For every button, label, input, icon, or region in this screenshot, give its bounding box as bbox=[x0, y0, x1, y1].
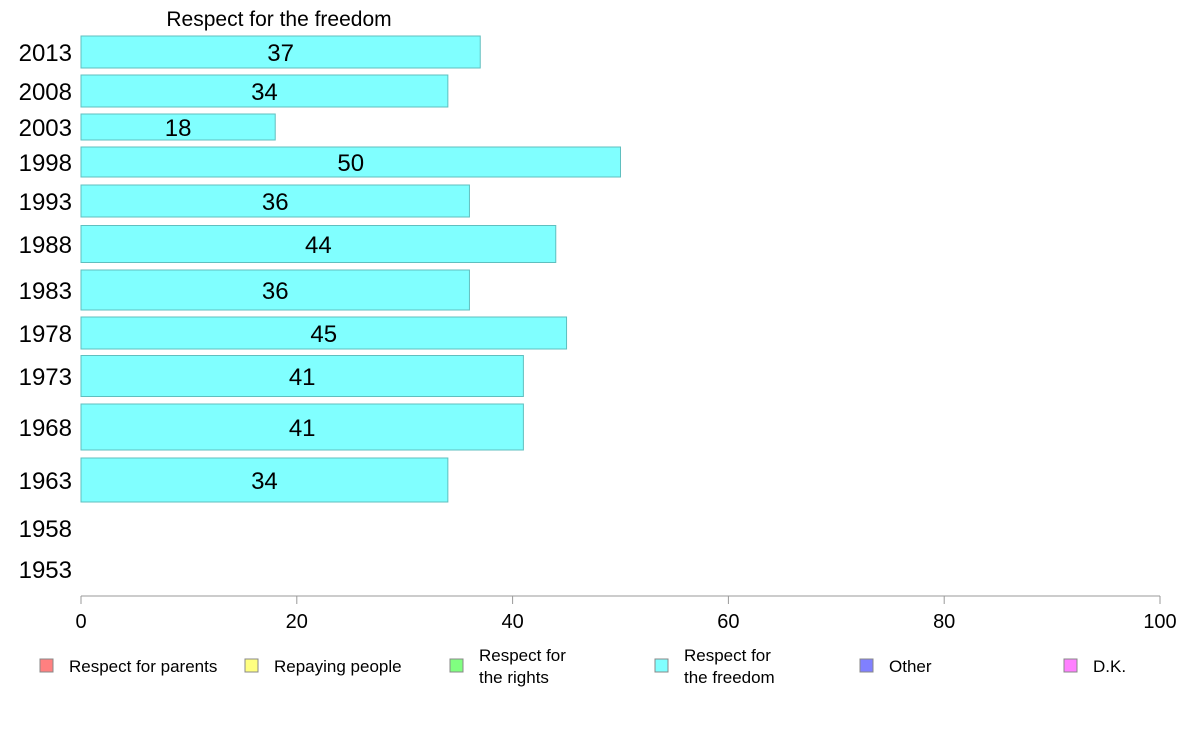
chart-title: Respect for the freedom bbox=[166, 8, 391, 31]
x-tick-label: 60 bbox=[717, 611, 739, 633]
data-label: 41 bbox=[289, 364, 316, 391]
bar bbox=[80, 403, 524, 451]
data-label: 34 bbox=[251, 79, 278, 106]
bar bbox=[80, 225, 557, 263]
data-label: 36 bbox=[262, 278, 289, 305]
y-tick-label: 1983 bbox=[19, 278, 72, 305]
x-tick-label: 20 bbox=[286, 611, 308, 633]
legend: Respect for parents Repaying people Respec… bbox=[39, 646, 1126, 687]
bars-group bbox=[80, 35, 621, 503]
legend-label: Repaying people bbox=[274, 657, 402, 676]
x-tick-label: 100 bbox=[1143, 611, 1176, 633]
bar bbox=[80, 184, 470, 218]
legend-swatch bbox=[859, 658, 874, 673]
legend-swatch bbox=[449, 658, 464, 673]
data-label: 50 bbox=[337, 150, 364, 177]
x-tick-label: 40 bbox=[501, 611, 523, 633]
y-tick-label: 1998 bbox=[19, 150, 72, 177]
y-tick-label: 2013 bbox=[19, 40, 72, 67]
legend-label: D.K. bbox=[1093, 657, 1126, 676]
legend-swatch bbox=[654, 658, 669, 673]
legend-label: Respect for parents bbox=[69, 657, 217, 676]
legend-label: Respect for the freedom bbox=[684, 646, 775, 687]
data-label: 41 bbox=[289, 415, 316, 442]
bar bbox=[80, 74, 449, 108]
data-label: 44 bbox=[305, 232, 332, 259]
y-tick-label: 1973 bbox=[19, 364, 72, 391]
bar bbox=[80, 355, 524, 397]
data-label: 18 bbox=[165, 115, 192, 142]
legend-label: Respect for the rights bbox=[479, 646, 566, 687]
data-label: 36 bbox=[262, 189, 289, 216]
data-labels: 37 34 18 50 36 44 36 45 41 41 34 bbox=[165, 40, 364, 495]
bar bbox=[80, 146, 621, 178]
y-tick-label: 1963 bbox=[19, 468, 72, 495]
bar bbox=[80, 35, 481, 69]
data-label: 37 bbox=[267, 40, 294, 67]
legend-swatch bbox=[1063, 658, 1078, 673]
bar bbox=[80, 269, 470, 311]
legend-swatch bbox=[244, 658, 259, 673]
legend-label: Other bbox=[889, 657, 932, 676]
x-tick-label: 80 bbox=[933, 611, 955, 633]
y-tick-label: 2008 bbox=[19, 79, 72, 106]
y-axis-labels: 2013 2008 2003 1998 1993 1988 1983 1978 1973 1968… bbox=[19, 40, 72, 584]
y-tick-label: 1993 bbox=[19, 189, 72, 216]
data-label: 45 bbox=[310, 321, 337, 348]
bar bbox=[80, 457, 449, 503]
y-tick-label: 2003 bbox=[19, 115, 72, 142]
data-label: 34 bbox=[251, 468, 278, 495]
x-axis: 0 20 40 60 80 100 bbox=[75, 595, 1177, 633]
y-tick-label: 1968 bbox=[19, 415, 72, 442]
y-tick-label: 1988 bbox=[19, 232, 72, 259]
x-tick-label: 0 bbox=[75, 611, 86, 633]
y-tick-label: 1958 bbox=[19, 516, 72, 543]
legend-swatch bbox=[39, 658, 54, 673]
y-tick-label: 1978 bbox=[19, 321, 72, 348]
y-tick-label: 1953 bbox=[19, 557, 72, 584]
bar bbox=[80, 316, 568, 350]
bar bbox=[80, 113, 276, 141]
